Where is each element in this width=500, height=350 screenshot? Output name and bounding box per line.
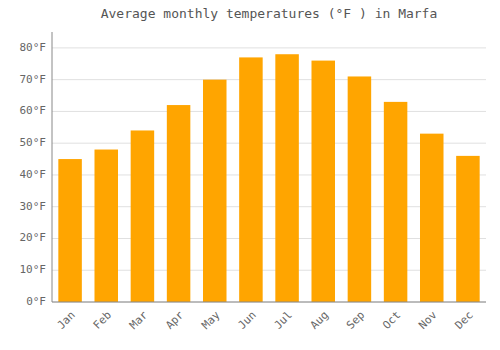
y-tick-label: 20°F: [20, 231, 47, 244]
bar: [239, 57, 263, 302]
bar: [203, 80, 227, 302]
y-tick-label: 0°F: [26, 295, 46, 308]
bar: [384, 102, 408, 302]
bars: [58, 54, 479, 302]
y-tick-label: 80°F: [20, 41, 47, 54]
grid: [52, 48, 486, 302]
x-tick-label: Jan: [55, 309, 78, 332]
x-tick-label: Dec: [452, 309, 475, 332]
chart-container: 0°F 10°F 20°F 30°F 40°F 50°F 60°F 70°F 80°F Jan Fe…: [0, 0, 500, 350]
x-axis: Jan Feb Mar Apr May Jun Jul Aug Sep Oct Nov Dec: [52, 302, 486, 332]
chart-svg: 0°F 10°F 20°F 30°F 40°F 50°F 60°F 70°F 80°F Jan Fe…: [0, 0, 500, 350]
x-tick-label: Jul: [272, 309, 295, 332]
bar: [131, 130, 155, 302]
page-body: {"chart_data": {"type": "bar", "title": …: [0, 0, 500, 350]
x-tick-label: Nov: [416, 308, 440, 332]
y-tick-label: 10°F: [20, 263, 47, 276]
bar: [58, 159, 82, 302]
bar: [456, 156, 480, 302]
y-tick-label: 50°F: [20, 136, 47, 149]
grid-line: [52, 47, 486, 48]
x-tick-label: Feb: [91, 309, 114, 332]
bar: [348, 76, 372, 302]
y-tick-label: 30°F: [20, 200, 47, 213]
y-axis-line: [52, 32, 53, 302]
y-tick-label: 70°F: [20, 73, 47, 86]
y-axis: 0°F 10°F 20°F 30°F 40°F 50°F 60°F 70°F 80°F: [20, 32, 53, 308]
x-tick-label: Mar: [127, 308, 151, 332]
x-tick-label: Apr: [163, 308, 187, 332]
bar: [275, 54, 299, 302]
x-tick-label: Jun: [235, 309, 258, 332]
x-tick-label: Oct: [380, 309, 403, 332]
bar: [94, 150, 118, 302]
bar: [420, 134, 444, 302]
grid-line: [52, 111, 486, 112]
x-tick-label: Aug: [308, 309, 331, 332]
y-tick-label: 40°F: [20, 168, 47, 181]
x-axis-line: [52, 302, 486, 303]
bar: [167, 105, 191, 302]
x-tick-label: May: [199, 308, 223, 332]
y-tick-label: 60°F: [20, 104, 47, 117]
bar: [311, 61, 335, 302]
chart-title: Average monthly temperatures (°F ) in Ma…: [101, 6, 438, 21]
x-tick-label: Sep: [344, 309, 367, 332]
page: Chart html, body { margin: 0; padding: 0…: [0, 0, 500, 350]
grid-line: [52, 79, 486, 80]
grid-line: [52, 302, 486, 303]
